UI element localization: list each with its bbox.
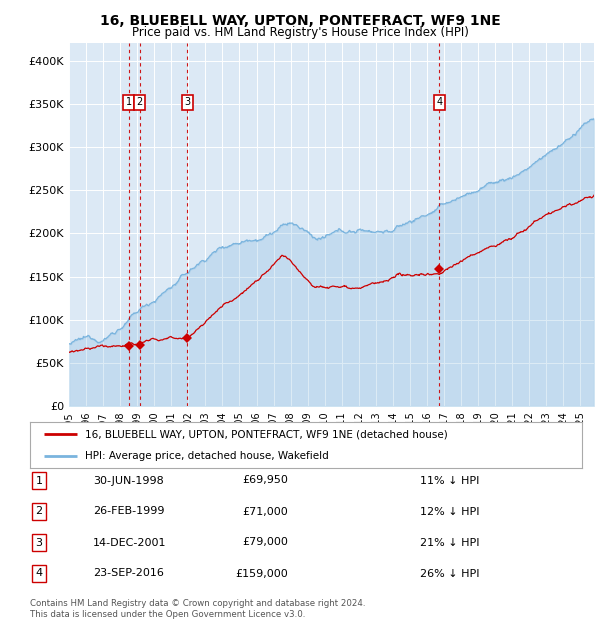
Text: 30-JUN-1998: 30-JUN-1998 bbox=[93, 476, 164, 485]
Text: Price paid vs. HM Land Registry's House Price Index (HPI): Price paid vs. HM Land Registry's House … bbox=[131, 26, 469, 39]
Text: 1: 1 bbox=[35, 476, 43, 485]
Text: £69,950: £69,950 bbox=[242, 476, 288, 485]
Text: 4: 4 bbox=[35, 569, 43, 578]
Text: 23-SEP-2016: 23-SEP-2016 bbox=[93, 569, 164, 578]
Text: 11% ↓ HPI: 11% ↓ HPI bbox=[420, 476, 479, 485]
Text: 26% ↓ HPI: 26% ↓ HPI bbox=[420, 569, 479, 578]
Text: 1: 1 bbox=[125, 97, 132, 107]
Text: 16, BLUEBELL WAY, UPTON, PONTEFRACT, WF9 1NE: 16, BLUEBELL WAY, UPTON, PONTEFRACT, WF9… bbox=[100, 14, 500, 28]
Text: HPI: Average price, detached house, Wakefield: HPI: Average price, detached house, Wake… bbox=[85, 451, 329, 461]
Text: £159,000: £159,000 bbox=[235, 569, 288, 578]
Text: £79,000: £79,000 bbox=[242, 538, 288, 547]
Text: 21% ↓ HPI: 21% ↓ HPI bbox=[420, 538, 479, 547]
Text: 3: 3 bbox=[35, 538, 43, 547]
Text: 12% ↓ HPI: 12% ↓ HPI bbox=[420, 507, 479, 516]
Text: £71,000: £71,000 bbox=[242, 507, 288, 516]
Text: 2: 2 bbox=[137, 97, 143, 107]
Text: 16, BLUEBELL WAY, UPTON, PONTEFRACT, WF9 1NE (detached house): 16, BLUEBELL WAY, UPTON, PONTEFRACT, WF9… bbox=[85, 429, 448, 439]
Text: 4: 4 bbox=[436, 97, 442, 107]
Text: Contains HM Land Registry data © Crown copyright and database right 2024.
This d: Contains HM Land Registry data © Crown c… bbox=[30, 600, 365, 619]
Text: 14-DEC-2001: 14-DEC-2001 bbox=[93, 538, 167, 547]
Text: 3: 3 bbox=[184, 97, 191, 107]
Text: 26-FEB-1999: 26-FEB-1999 bbox=[93, 507, 164, 516]
Text: 2: 2 bbox=[35, 507, 43, 516]
